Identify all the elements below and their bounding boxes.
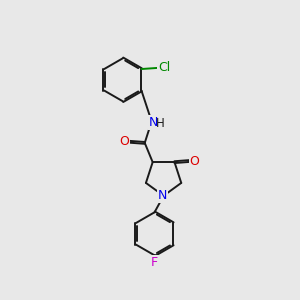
Text: H: H xyxy=(156,117,165,130)
Text: F: F xyxy=(151,256,158,268)
Text: Cl: Cl xyxy=(158,61,170,74)
Text: N: N xyxy=(148,116,158,129)
Text: O: O xyxy=(189,154,199,167)
Text: N: N xyxy=(158,189,167,202)
Text: O: O xyxy=(119,135,129,148)
